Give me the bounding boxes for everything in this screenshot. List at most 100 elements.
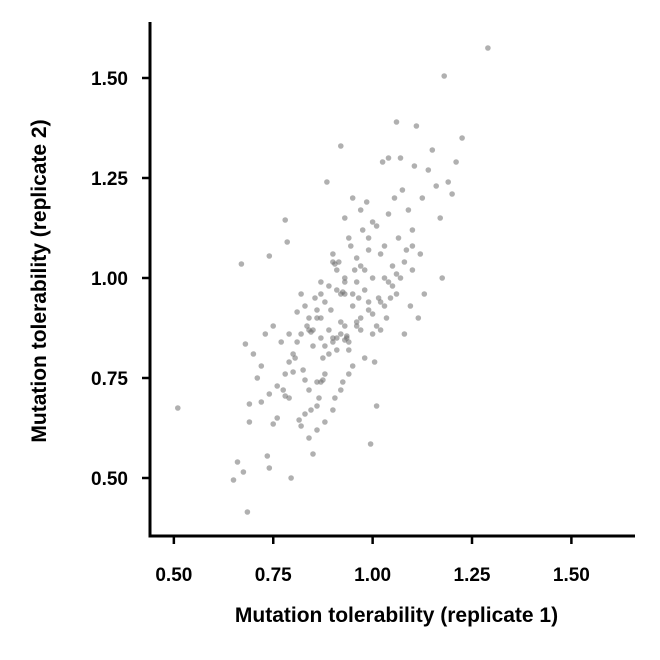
data-point	[403, 247, 410, 253]
data-point	[302, 411, 308, 417]
data-point	[349, 303, 356, 309]
x-tick-label: 0.75	[255, 565, 292, 586]
data-point	[318, 279, 324, 285]
data-point	[326, 283, 332, 289]
data-point	[282, 217, 289, 223]
data-point	[274, 415, 281, 421]
data-point	[266, 253, 273, 259]
data-point	[290, 369, 296, 375]
data-point	[409, 267, 416, 273]
data-point	[342, 279, 348, 285]
data-point	[369, 219, 376, 225]
data-point	[397, 275, 404, 281]
data-point	[361, 287, 368, 293]
data-point	[415, 315, 422, 321]
data-point	[334, 335, 340, 341]
data-point	[349, 291, 356, 297]
data-point	[306, 387, 312, 393]
data-point	[409, 243, 416, 249]
data-point	[286, 359, 292, 365]
data-point	[441, 73, 448, 79]
data-point	[310, 451, 316, 457]
data-point	[359, 227, 366, 233]
data-point	[342, 275, 348, 281]
data-point	[349, 363, 356, 369]
data-point	[395, 235, 402, 241]
data-point	[377, 327, 384, 333]
data-point	[328, 307, 334, 313]
data-point	[334, 287, 340, 293]
data-point	[266, 391, 273, 397]
data-point	[308, 329, 314, 335]
data-point	[338, 143, 344, 149]
data-point	[330, 339, 336, 345]
data-point	[425, 167, 432, 173]
y-tick-label: 1.50	[91, 69, 128, 90]
x-tick-label: 1.00	[354, 565, 391, 586]
data-point	[353, 319, 360, 325]
data-point	[298, 423, 304, 429]
data-point	[306, 315, 312, 321]
data-point	[393, 271, 400, 277]
data-point	[381, 275, 388, 281]
data-point	[361, 267, 368, 273]
x-tick-label: 1.25	[454, 565, 491, 586]
data-point	[322, 343, 328, 349]
data-point	[298, 331, 304, 337]
data-point	[338, 387, 344, 393]
data-point	[314, 403, 320, 409]
data-point	[244, 509, 251, 515]
data-point	[314, 307, 320, 313]
data-point	[357, 263, 364, 269]
data-point	[334, 347, 340, 353]
data-point	[326, 327, 332, 333]
data-point	[371, 359, 378, 365]
x-tick-label: 0.50	[155, 565, 192, 586]
data-point	[330, 407, 336, 413]
data-point	[290, 351, 296, 357]
data-point	[437, 215, 444, 221]
data-point	[346, 347, 352, 353]
data-point	[250, 351, 257, 357]
data-point	[344, 333, 350, 339]
data-point	[387, 295, 394, 301]
data-point	[258, 399, 265, 405]
data-point	[411, 163, 418, 169]
data-point	[230, 477, 237, 483]
data-point	[409, 227, 416, 233]
data-point	[322, 419, 328, 425]
data-point	[453, 159, 459, 165]
data-point	[286, 395, 292, 401]
data-point	[357, 315, 364, 321]
data-point	[459, 135, 465, 141]
data-point	[262, 331, 269, 337]
y-tick-label: 0.75	[91, 369, 128, 390]
data-point	[316, 395, 322, 401]
data-point	[381, 243, 388, 249]
data-point	[302, 377, 308, 383]
data-point	[340, 379, 346, 385]
data-point	[373, 403, 380, 409]
data-point	[246, 401, 253, 407]
x-tick-label: 1.50	[553, 565, 590, 586]
data-point	[351, 267, 358, 273]
data-point	[298, 291, 304, 297]
data-point	[264, 453, 271, 459]
data-point	[417, 251, 424, 257]
data-point	[401, 259, 408, 265]
y-tick-label: 1.25	[91, 169, 128, 190]
data-point	[326, 351, 332, 357]
y-tick-label: 1.00	[91, 269, 128, 290]
data-point	[389, 263, 396, 269]
data-point	[342, 215, 348, 221]
data-point	[320, 377, 326, 383]
data-point	[288, 475, 294, 481]
data-point	[270, 421, 277, 427]
data-point	[385, 211, 392, 217]
data-point	[294, 309, 300, 315]
data-point	[324, 179, 330, 185]
data-point	[439, 275, 446, 281]
data-point	[314, 379, 320, 385]
